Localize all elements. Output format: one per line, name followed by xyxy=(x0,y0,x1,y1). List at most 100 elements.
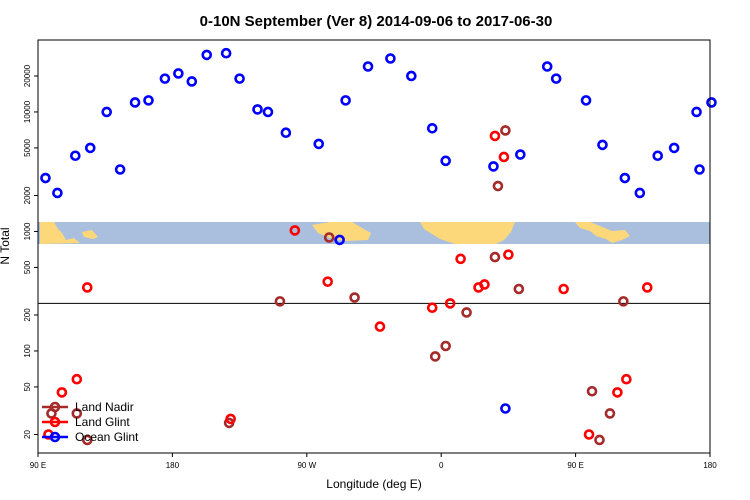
ocean-glint-point xyxy=(220,47,232,59)
land-nadir-point xyxy=(604,408,616,419)
land-glint-point xyxy=(289,225,301,236)
ocean-glint-point xyxy=(340,95,351,106)
land-glint-point xyxy=(498,151,510,163)
ocean-glint-point xyxy=(706,97,717,108)
ocean-glint-point xyxy=(488,161,499,172)
plot-frame xyxy=(37,39,711,454)
x-axis-label: Longitude (deg E) xyxy=(326,477,421,491)
x-tick-label: 90 W xyxy=(297,461,316,470)
land-glint-point xyxy=(583,429,595,440)
land-nadir-point xyxy=(513,283,525,295)
y-tick-label: 10000 xyxy=(23,100,32,123)
land-nadir-point xyxy=(429,351,441,362)
map-ocean xyxy=(38,222,710,244)
ocean-glint-point xyxy=(40,172,51,184)
ocean-glint-point xyxy=(129,97,141,108)
ocean-glint-point xyxy=(500,403,511,414)
ocean-glint-point xyxy=(619,172,631,184)
land-nadir-point xyxy=(618,296,629,307)
land-glint-point xyxy=(81,282,93,293)
map-land-africa-north xyxy=(420,222,515,244)
map-land-indonesia-east xyxy=(575,222,630,243)
land-nadir-point xyxy=(461,307,472,318)
ocean-glint-point xyxy=(634,187,646,199)
ocean-glint-point xyxy=(252,104,263,115)
ocean-glint-point xyxy=(159,73,171,84)
land-nadir-point xyxy=(323,232,335,243)
y-tick-label: 50 xyxy=(23,382,32,391)
land-glint-point xyxy=(621,373,632,385)
land-nadir-point xyxy=(274,296,286,307)
ocean-glint-point xyxy=(440,155,451,167)
map-land-indonesia xyxy=(40,222,80,244)
ocean-glint-point xyxy=(426,122,438,134)
ocean-glint-point xyxy=(280,127,292,139)
land-glint-point xyxy=(322,276,334,287)
land-glint-point xyxy=(71,373,83,385)
ocean-glint-point xyxy=(173,68,184,79)
land-glint-point xyxy=(479,279,490,290)
land-nadir-point xyxy=(586,385,598,397)
ocean-glint-point xyxy=(668,142,680,154)
chart-title: 0-10N September (Ver 8) 2014-09-06 to 20… xyxy=(200,13,553,30)
ocean-glint-point xyxy=(114,164,126,175)
ocean-glint-point xyxy=(186,76,198,87)
land-glint-point xyxy=(489,130,501,142)
legend-label-land-nadir: Land Nadir xyxy=(75,400,134,414)
y-tick-label: 5000 xyxy=(23,138,32,156)
x-tick-label: 180 xyxy=(703,461,717,470)
land-glint-point xyxy=(641,282,653,293)
x-tick-label: 90 E xyxy=(567,461,583,470)
y-tick-label: 100 xyxy=(23,344,32,358)
ocean-glint-point xyxy=(143,95,154,106)
land-glint-point xyxy=(612,387,623,398)
y-tick-label: 1000 xyxy=(23,222,32,240)
legend-marker-land-glint xyxy=(49,416,61,428)
x-tick-label: 180 xyxy=(166,461,180,470)
ocean-glint-point xyxy=(597,139,608,151)
ocean-glint-point xyxy=(201,49,213,61)
ocean-glint-point xyxy=(70,150,81,162)
land-nadir-point xyxy=(81,434,93,446)
y-tick-label: 500 xyxy=(23,260,32,274)
land-nadir-point xyxy=(440,340,451,352)
ocean-glint-point xyxy=(385,53,396,64)
ocean-glint-point xyxy=(52,187,63,199)
land-glint-point xyxy=(426,302,438,314)
y-tick-label: 2000 xyxy=(23,186,32,204)
ocean-glint-point xyxy=(334,234,345,246)
map-land-south-america-north xyxy=(312,222,371,241)
y-tick-label: 20000 xyxy=(23,64,32,87)
land-glint-point xyxy=(558,283,569,295)
land-nadir-point xyxy=(500,125,511,136)
ocean-glint-point xyxy=(691,106,702,118)
ocean-glint-point xyxy=(652,150,664,162)
land-nadir-point xyxy=(71,408,83,419)
y-axis: 20 50 100 200 500 1000 2000 5000 10000 20000 xyxy=(23,64,38,439)
legend-label-ocean-glint: Ocean Glint xyxy=(75,430,139,444)
y-tick-label: 20 xyxy=(23,429,32,438)
ocean-glint-point xyxy=(313,138,325,150)
data-points xyxy=(40,47,717,446)
ocean-glint-point xyxy=(262,106,274,118)
x-tick-label: 90 E xyxy=(30,461,46,470)
legend-label-land-glint: Land Glint xyxy=(75,415,130,429)
y-axis-label: N Total xyxy=(0,227,12,264)
land-nadir-point xyxy=(492,180,504,192)
legend-marker-ocean-glint xyxy=(49,431,61,443)
y-tick-label: 200 xyxy=(23,308,32,322)
x-axis: 90 E 180 90 W 0 90 E 180 xyxy=(30,453,717,470)
x-tick-label: 0 xyxy=(439,461,444,470)
land-glint-point xyxy=(444,298,456,309)
land-glint-point xyxy=(455,253,466,265)
ocean-glint-point xyxy=(550,73,562,84)
land-glint-point xyxy=(503,249,514,260)
ocean-glint-point xyxy=(362,61,374,72)
map-land-png xyxy=(82,230,98,239)
ocean-glint-point xyxy=(515,149,526,160)
land-nadir-point xyxy=(594,434,605,446)
ocean-glint-point xyxy=(101,106,112,118)
ocean-glint-point xyxy=(694,164,705,175)
